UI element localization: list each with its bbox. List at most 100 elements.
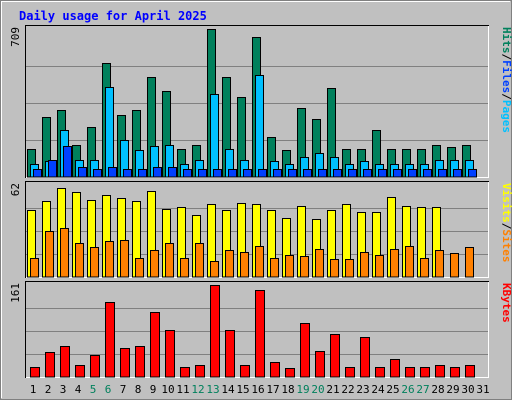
panel-max-label: 62 — [9, 183, 22, 196]
legend-entry: / — [500, 223, 512, 230]
x-tick-label: 2 — [45, 383, 52, 396]
bar-files — [255, 75, 264, 178]
series-pages — [33, 146, 477, 178]
panel-legend: KBytes — [500, 283, 512, 323]
panel-middle: 62 Visits/Sites — [9, 181, 512, 278]
bar-sites — [345, 259, 354, 278]
bar-kbytes — [60, 346, 70, 378]
x-tick-label: 25 — [386, 383, 399, 396]
bar-kbytes — [420, 367, 430, 378]
bar-kbytes — [180, 367, 190, 378]
x-tick-label: 14 — [221, 383, 235, 396]
bar-pages — [63, 146, 72, 178]
x-tick-label: 28 — [431, 383, 444, 396]
bar-files — [105, 87, 114, 178]
x-tick-label: 6 — [105, 383, 112, 396]
bar-sites — [405, 246, 414, 278]
x-tick-label: 24 — [371, 383, 385, 396]
x-tick-label: 23 — [356, 383, 369, 396]
bar-pages — [228, 169, 237, 178]
bar-sites — [30, 258, 39, 278]
x-tick-label: 9 — [150, 383, 157, 396]
bar-sites — [450, 253, 459, 278]
bar-sites — [150, 250, 159, 278]
bar-sites — [120, 240, 129, 278]
x-axis-labels: 1 2 3 4 5 6 7 8 9 10 11 12 13 14 15 16 17 18 19 20 21 22 23 24 2… — [30, 383, 490, 396]
x-tick-label: 22 — [341, 383, 354, 396]
x-tick-label: 16 — [251, 383, 264, 396]
bar-sites — [45, 231, 54, 278]
bar-pages — [303, 169, 312, 178]
bar-kbytes — [345, 367, 355, 378]
bar-sites — [195, 243, 204, 278]
bar-sites — [300, 256, 309, 278]
bar-pages — [288, 169, 297, 178]
x-tick-label: 29 — [446, 383, 459, 396]
series-sites — [30, 228, 474, 278]
legend-entry: Sites — [500, 229, 512, 262]
bar-sites — [135, 258, 144, 278]
bar-sites — [465, 247, 474, 278]
legend-entry: Files — [500, 60, 512, 93]
bar-sites — [210, 261, 219, 278]
x-tick-label: 21 — [326, 383, 339, 396]
bar-pages — [198, 169, 207, 178]
bar-pages — [468, 169, 477, 178]
chart-title: Daily usage for April 2025 — [19, 9, 207, 23]
bar-sites — [75, 243, 84, 278]
panel-legend: Hits/Files/Pages — [500, 27, 512, 133]
bar-sites — [255, 246, 264, 278]
x-tick-label: 18 — [281, 383, 294, 396]
bar-sites — [435, 250, 444, 278]
x-tick-label: 11 — [176, 383, 189, 396]
bar-kbytes — [75, 365, 85, 378]
bar-sites — [330, 259, 339, 278]
x-tick-label: 17 — [266, 383, 279, 396]
x-tick-label: 3 — [60, 383, 67, 396]
x-tick-label: 5 — [90, 383, 97, 396]
bar-pages — [393, 169, 402, 178]
panel-legend: Visits/Sites — [500, 183, 512, 263]
x-tick-label: 26 — [401, 383, 414, 396]
bar-kbytes — [105, 302, 115, 378]
bar-pages — [333, 169, 342, 178]
bar-pages — [363, 169, 372, 178]
bar-kbytes — [390, 359, 400, 378]
legend-entry: Visits — [500, 183, 512, 223]
x-tick-label: 13 — [206, 383, 219, 396]
bar-pages — [153, 167, 162, 178]
bar-sites — [360, 252, 369, 278]
bar-kbytes — [165, 330, 175, 378]
series-files — [30, 75, 474, 178]
bar-sites — [240, 252, 249, 278]
bar-pages — [243, 169, 252, 178]
bar-kbytes — [360, 337, 370, 378]
bar-kbytes — [450, 367, 460, 378]
bar-sites — [375, 255, 384, 278]
x-tick-label: 12 — [191, 383, 204, 396]
x-tick-label: 20 — [311, 383, 324, 396]
bar-pages — [93, 169, 102, 178]
bar-files — [210, 94, 219, 178]
x-tick-label: 1 — [30, 383, 37, 396]
panel-top: 709 Hits/Files/Pages — [9, 25, 512, 178]
bar-kbytes — [285, 368, 295, 378]
bar-kbytes — [270, 362, 280, 378]
bar-kbytes — [405, 367, 415, 378]
bar-sites — [90, 247, 99, 278]
bar-sites — [105, 241, 114, 278]
x-tick-label: 31 — [476, 383, 489, 396]
bar-sites — [420, 258, 429, 278]
bar-pages — [123, 169, 132, 178]
bar-kbytes — [210, 285, 220, 378]
bar-sites — [390, 249, 399, 278]
x-tick-label: 10 — [161, 383, 174, 396]
bar-kbytes — [45, 352, 55, 378]
x-tick-label: 27 — [416, 383, 429, 396]
bar-pages — [138, 169, 147, 178]
bar-pages — [378, 169, 387, 178]
bar-kbytes — [255, 290, 265, 378]
bar-kbytes — [225, 330, 235, 378]
bar-pages — [258, 169, 267, 178]
panel-bottom: 161 KBytes — [9, 281, 512, 378]
